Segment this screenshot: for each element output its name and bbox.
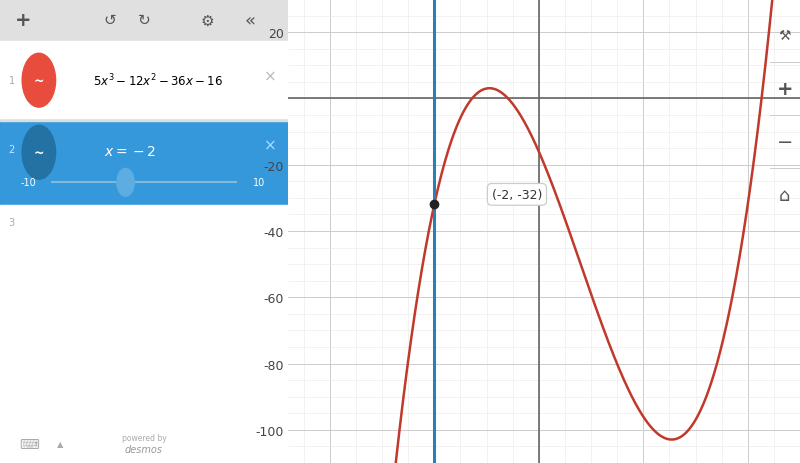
Text: $x = -2$: $x = -2$ [103,144,156,158]
Text: ~: ~ [34,75,44,88]
Text: ×: × [264,69,277,84]
Text: $5x^3 - 12x^2 - 36x - 16$: $5x^3 - 12x^2 - 36x - 16$ [94,73,223,89]
Text: −: − [777,133,793,152]
Circle shape [117,169,134,197]
Circle shape [22,126,55,180]
Text: +: + [777,80,793,99]
Text: 2: 2 [8,144,14,154]
Text: ~: ~ [34,146,44,159]
Text: +: + [14,12,31,30]
Text: -10: -10 [21,178,37,188]
Text: ⌨: ⌨ [19,437,38,450]
Bar [0,0,288,42]
Text: ⌂: ⌂ [779,187,790,205]
Text: (-2, -32): (-2, -32) [492,188,542,201]
Text: ⚙: ⚙ [201,13,214,28]
Text: ⚒: ⚒ [778,29,791,43]
Text: powered by: powered by [122,433,166,442]
Bar [0,42,288,120]
Text: desmos: desmos [125,444,163,454]
Bar [0,120,288,122]
Text: ↺: ↺ [103,13,116,28]
Bar [0,120,288,206]
Text: ↻: ↻ [138,13,150,28]
Text: 3: 3 [9,217,14,227]
Text: «: « [245,12,256,30]
Text: 10: 10 [253,178,266,188]
Text: 1: 1 [9,76,14,86]
Text: ▲: ▲ [58,439,64,448]
Text: ×: × [264,138,277,154]
Bar [0,206,288,463]
Circle shape [22,54,55,108]
